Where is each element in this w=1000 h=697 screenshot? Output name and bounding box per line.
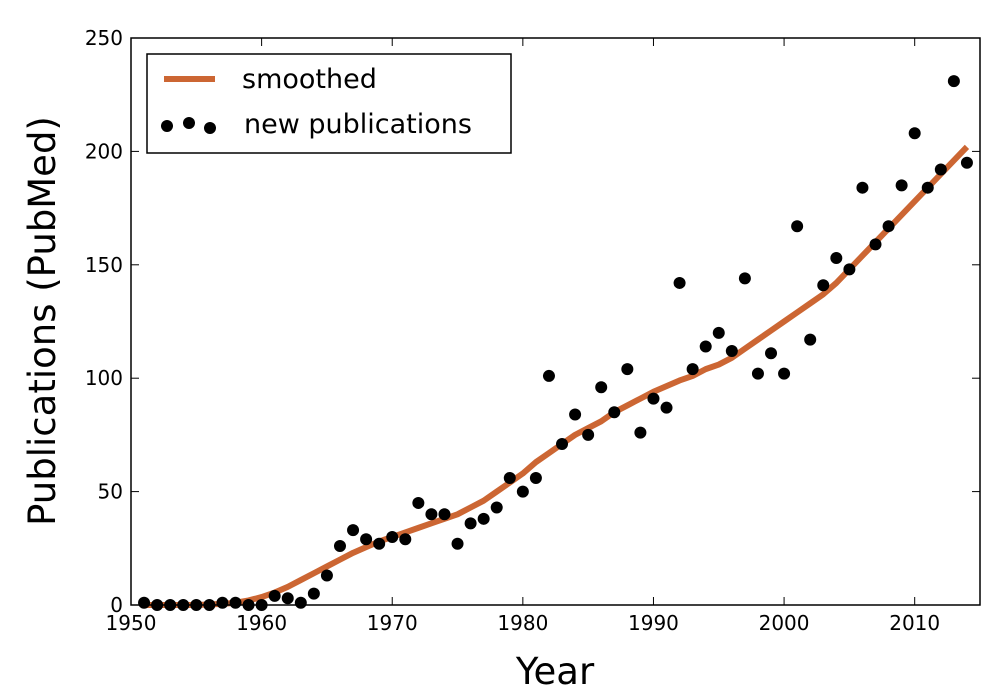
data-point: [765, 347, 778, 360]
x-tick-label: 1950: [106, 611, 157, 635]
data-point: [947, 75, 960, 88]
legend-smoothed-label: smoothed: [242, 64, 377, 95]
data-point: [216, 596, 229, 609]
data-point: [294, 596, 307, 609]
data-point: [856, 181, 869, 194]
data-point: [516, 485, 529, 498]
data-point: [347, 524, 360, 537]
data-point: [830, 251, 843, 264]
data-point: [542, 369, 555, 382]
data-point: [712, 326, 725, 339]
data-point: [360, 533, 373, 546]
data-point: [686, 363, 699, 376]
x-tick-label: 1980: [497, 611, 548, 635]
y-tick-label: 50: [98, 480, 123, 504]
x-axis-title: Year: [515, 650, 595, 693]
data-point: [386, 530, 399, 543]
data-point: [895, 179, 908, 192]
data-point: [438, 508, 451, 521]
data-point: [647, 392, 660, 405]
data-point: [778, 367, 791, 380]
data-point: [817, 279, 830, 292]
smoothed-line: [144, 144, 970, 608]
x-tick-label: 2000: [759, 611, 810, 635]
data-point: [477, 512, 490, 525]
y-tick-label: 100: [85, 366, 123, 390]
data-point: [229, 596, 242, 609]
data-point: [725, 344, 738, 357]
data-point: [634, 426, 647, 439]
x-tick-label: 2010: [889, 611, 940, 635]
y-tick-label: 250: [85, 26, 123, 50]
data-point: [908, 127, 921, 140]
data-point: [582, 428, 595, 441]
data-point: [307, 587, 320, 600]
data-point: [621, 363, 634, 376]
x-tick-label: 1970: [367, 611, 418, 635]
y-tick-label: 0: [110, 593, 123, 617]
data-point: [556, 437, 569, 450]
plot-frame: [130, 37, 981, 606]
data-point: [425, 508, 438, 521]
data-point: [738, 272, 751, 285]
x-tick-label: 1990: [628, 611, 679, 635]
legend-point-3: [204, 122, 216, 134]
data-point: [921, 181, 934, 194]
data-point: [464, 517, 477, 530]
legend-point-2: [183, 117, 195, 129]
data-point: [451, 537, 464, 550]
data-point: [608, 406, 621, 419]
data-point: [138, 596, 151, 609]
data-point: [333, 540, 346, 553]
data-point: [791, 220, 804, 233]
y-axis-title: Publications (PubMed): [21, 116, 64, 526]
data-point: [751, 367, 764, 380]
data-point: [281, 592, 294, 605]
data-point: [804, 333, 817, 346]
legend-point-1: [161, 120, 173, 132]
data-point: [320, 569, 333, 582]
legend-box: [146, 53, 512, 154]
y-tick-label: 200: [85, 139, 123, 163]
data-point: [934, 163, 947, 176]
legend: smoothed new publications: [146, 53, 512, 154]
legend-publications-label: new publications: [244, 109, 472, 140]
data-point: [843, 263, 856, 276]
x-tick-label: 1960: [236, 611, 287, 635]
data-point: [412, 496, 425, 509]
data-point: [660, 401, 673, 414]
data-point: [869, 238, 882, 251]
data-point: [529, 471, 542, 484]
data-point: [490, 501, 503, 514]
y-tick-label: 150: [85, 253, 123, 277]
data-point: [960, 156, 973, 169]
data-point: [699, 340, 712, 353]
data-point: [673, 276, 686, 289]
data-point: [373, 537, 386, 550]
data-point: [569, 408, 582, 421]
data-point: [503, 471, 516, 484]
tick-labels: 1950 1960 1970 1980 1990 2000 2010 0 50 100 150 200…: [85, 26, 940, 635]
data-point: [399, 533, 412, 546]
data-point: [595, 381, 608, 394]
data-point: [882, 220, 895, 233]
data-point: [268, 589, 281, 602]
